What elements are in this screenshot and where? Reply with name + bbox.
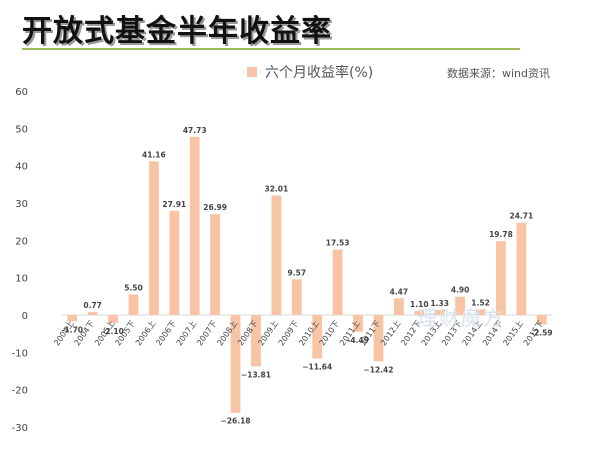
bar-value-label: −12.42	[363, 365, 393, 374]
bar	[169, 210, 180, 315]
bar-value-label: 5.50	[124, 283, 143, 292]
bar	[87, 312, 98, 315]
y-tick-label: -30	[12, 423, 28, 434]
bar-value-label: −11.64	[302, 362, 332, 371]
y-tick-label: 10	[15, 274, 28, 285]
bar-value-label: 19.78	[489, 230, 513, 239]
bar-value-label: 26.99	[203, 203, 227, 212]
bar	[271, 195, 282, 315]
bar-value-label: -2.59	[531, 329, 553, 338]
bar	[230, 315, 241, 413]
bar-value-label: -1.70	[61, 325, 83, 334]
bar	[475, 309, 486, 315]
bar-value-label: −26.18	[221, 417, 251, 426]
legend-swatch	[247, 67, 257, 77]
y-tick-label: 30	[15, 199, 28, 210]
bar-value-label: 4.47	[390, 287, 409, 296]
bar	[291, 279, 302, 315]
bar	[393, 298, 404, 315]
bar	[434, 310, 445, 315]
bar-value-label: 1.33	[430, 299, 449, 308]
bar	[189, 136, 200, 315]
y-tick-label: -20	[12, 386, 28, 397]
bar	[67, 315, 78, 322]
bar-value-label: 27.91	[162, 200, 186, 209]
bar	[536, 315, 547, 325]
bar-value-label: 47.73	[183, 126, 207, 135]
bar	[496, 241, 506, 315]
bar	[353, 315, 363, 332]
bar	[373, 315, 384, 362]
data-source-note: 数据来源：wind资讯	[446, 67, 550, 80]
bar	[516, 222, 527, 315]
bar-value-label: 9.57	[288, 268, 307, 277]
page-title: 开放式基金半年收益率	[22, 14, 332, 49]
bar	[455, 296, 466, 315]
bar-value-label: -4.49	[347, 336, 369, 345]
bar-value-label: 24.71	[510, 212, 534, 221]
bar	[128, 294, 139, 315]
legend-label: 六个月收益率(%)	[265, 65, 374, 81]
chart-legend: 六个月收益率(%)	[247, 62, 373, 82]
y-tick-label: 60	[15, 87, 28, 98]
bar	[312, 315, 323, 359]
bar	[332, 249, 343, 315]
bar	[210, 214, 221, 315]
bar	[108, 315, 118, 323]
y-tick-label: 0	[22, 311, 28, 322]
bar-value-label: -2.10	[102, 327, 124, 336]
y-tick-label: 40	[15, 162, 28, 173]
y-tick-label: -10	[12, 348, 28, 359]
y-tick-label: 20	[15, 236, 28, 247]
bar	[148, 161, 159, 315]
watermark-text: 理财魔方	[417, 306, 505, 330]
bar-value-label: 1.10	[410, 300, 429, 309]
bar-value-label: 17.53	[326, 239, 350, 248]
bar-value-label: 0.77	[83, 301, 102, 310]
bar-value-label: 1.52	[471, 298, 490, 307]
title-divider	[22, 48, 520, 50]
y-tick-label: 50	[15, 124, 28, 135]
bar	[414, 310, 425, 315]
bar-value-label: 41.16	[142, 150, 166, 159]
bar-value-label: 4.90	[451, 286, 470, 295]
bar	[251, 315, 261, 367]
bar-value-label: −13.81	[241, 371, 271, 380]
bar-value-label: 32.01	[265, 184, 289, 193]
